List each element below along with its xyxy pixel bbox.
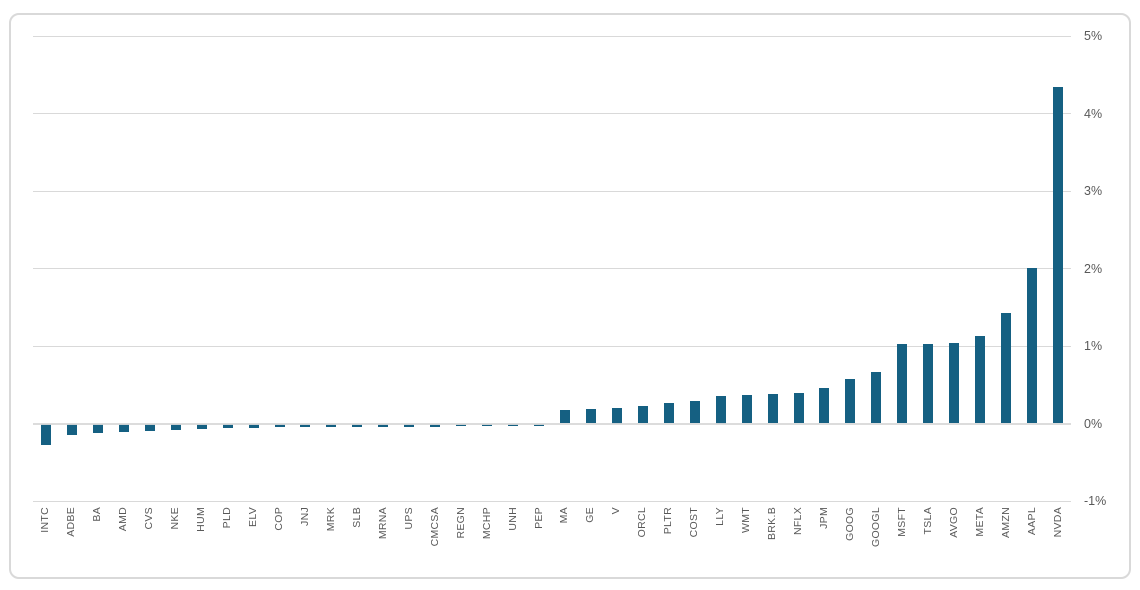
bar-NFLX: [793, 393, 804, 424]
y-axis-tick-label: 5%: [1084, 29, 1103, 43]
x-axis-tick-label-AMD: AMD: [117, 507, 130, 532]
bar-JPM: [819, 387, 830, 424]
x-axis-tick-label-MRNA: MRNA: [376, 507, 389, 540]
bar-COST: [689, 401, 700, 424]
x-axis-tick-label-AAPL: AAPL: [1025, 507, 1038, 536]
x-axis-tick-label-CMCSA: CMCSA: [428, 507, 441, 547]
x-axis-tick-label-NFLX: NFLX: [792, 507, 805, 536]
bar-WMT: [741, 394, 752, 424]
x-axis-tick-label-ADBE: ADBE: [65, 507, 78, 537]
bar-PLTR: [663, 403, 674, 424]
x-axis-tick-label-LLY: LLY: [714, 507, 727, 526]
bar-GE: [585, 408, 596, 424]
bar-NVDA: [1053, 87, 1064, 424]
bar-MA: [559, 409, 570, 424]
bar-GOOGL: [871, 372, 882, 424]
x-axis-tick-label-GOOGL: GOOGL: [869, 507, 882, 548]
bar-LLY: [715, 396, 726, 424]
gridline: [33, 190, 1071, 192]
y-axis-tick-label: -1%: [1084, 494, 1107, 508]
x-axis-tick-label-ELV: ELV: [247, 507, 260, 527]
x-axis-tick-label-SLB: SLB: [350, 507, 363, 528]
gridline: [33, 35, 1071, 37]
y-axis-tick-label: 1%: [1084, 339, 1103, 353]
x-axis-tick-label-NVDA: NVDA: [1051, 507, 1064, 538]
x-axis-tick-label-JPM: JPM: [817, 507, 830, 529]
x-axis-tick-label-PEP: PEP: [532, 507, 545, 529]
x-axis-tick-label-COP: COP: [273, 507, 286, 531]
x-axis-tick-label-AVGO: AVGO: [947, 507, 960, 538]
bar-META: [975, 335, 986, 424]
zero-axis-line: [33, 422, 1071, 425]
x-axis-tick-label-NKE: NKE: [169, 507, 182, 530]
bar-PEP: [534, 423, 545, 426]
y-axis-tick-label: 4%: [1084, 106, 1103, 121]
bar-AMZN: [1001, 313, 1012, 424]
y-axis-tick-label: 2%: [1084, 261, 1103, 276]
x-axis-tick-label-MSFT: MSFT: [895, 507, 908, 537]
x-axis-tick-label-CVS: CVS: [143, 507, 156, 530]
x-axis-tick-label-UPS: UPS: [402, 507, 415, 530]
x-axis-tick-label-PLTR: PLTR: [662, 507, 675, 535]
bar-AMD: [118, 423, 129, 433]
bar-BA: [92, 423, 103, 433]
bar-ELV: [248, 423, 259, 429]
y-axis-tick-label: 0%: [1084, 416, 1103, 431]
gridline: [33, 268, 1071, 269]
y-axis-tick-label: 3%: [1084, 184, 1103, 198]
bar-HUM: [196, 423, 207, 429]
bar-COP: [274, 423, 285, 428]
x-axis-tick-label-COST: COST: [688, 507, 701, 538]
x-axis-tick-label-META: META: [973, 507, 986, 537]
x-axis-tick-label-AMZN: AMZN: [999, 507, 1012, 538]
bar-TSLA: [923, 343, 934, 424]
x-axis-tick-label-WMT: WMT: [740, 507, 753, 533]
bar-BRK.B: [767, 394, 778, 424]
x-axis-tick-label-JNJ: JNJ: [298, 507, 311, 526]
bar-CMCSA: [430, 423, 441, 427]
bar-SLB: [352, 423, 363, 427]
x-axis-tick-label-TSLA: TSLA: [921, 507, 934, 535]
x-axis-tick-label-GOOG: GOOG: [843, 507, 856, 541]
gridline: [33, 113, 1071, 114]
bar-MSFT: [897, 344, 908, 424]
bar-ORCL: [637, 405, 648, 424]
bar-AVGO: [949, 342, 960, 424]
bar-UNH: [508, 423, 519, 426]
x-axis-tick-label-PLD: PLD: [221, 507, 234, 529]
x-axis-tick-label-BRK.B: BRK.B: [766, 507, 779, 541]
chart-frame: [9, 13, 1131, 579]
bar-REGN: [456, 423, 467, 426]
x-axis-tick-label-V: V: [610, 507, 623, 515]
gridline: [33, 345, 1071, 347]
bar-PLD: [222, 423, 233, 429]
x-axis-tick-label-BA: BA: [91, 507, 104, 522]
gridline: [33, 500, 1071, 502]
plot-area: [33, 35, 1071, 502]
bar-ADBE: [66, 423, 77, 436]
x-axis-tick-label-MCHP: MCHP: [480, 507, 493, 540]
x-axis-tick-label-MA: MA: [558, 507, 571, 524]
bar-AAPL: [1027, 267, 1038, 424]
x-axis-tick-label-MRK: MRK: [324, 507, 337, 532]
bar-CVS: [144, 423, 155, 432]
bar-V: [611, 408, 622, 424]
bar-MCHP: [482, 423, 493, 426]
bar-MRK: [326, 423, 337, 428]
bar-INTC: [40, 423, 51, 446]
bar-NKE: [170, 423, 181, 430]
bar-GOOG: [845, 378, 856, 424]
bar-UPS: [404, 423, 415, 427]
x-axis-tick-label-INTC: INTC: [39, 507, 52, 533]
x-axis-tick-label-GE: GE: [584, 507, 597, 523]
bar-MRNA: [378, 423, 389, 427]
x-axis-tick-label-REGN: REGN: [454, 507, 467, 539]
x-axis-tick-label-UNH: UNH: [506, 507, 519, 531]
x-axis-tick-label-ORCL: ORCL: [636, 507, 649, 538]
x-axis-tick-label-HUM: HUM: [195, 507, 208, 532]
bar-JNJ: [300, 423, 311, 428]
